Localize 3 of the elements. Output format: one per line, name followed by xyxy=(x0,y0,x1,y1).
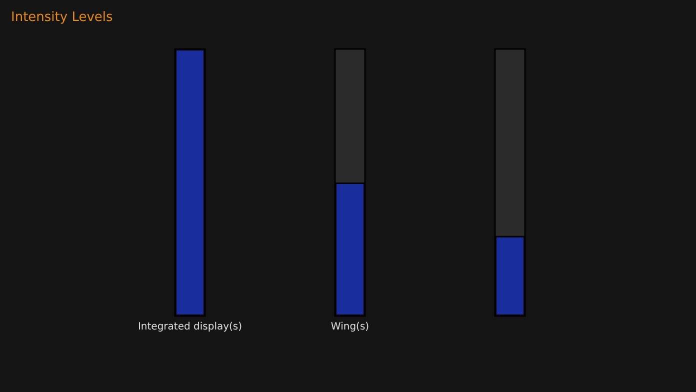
chart-title: Intensity Levels xyxy=(11,10,114,25)
x-tick-label: Integrated display(s) xyxy=(138,322,242,332)
x-tick-label: Wing(s) xyxy=(330,322,370,332)
